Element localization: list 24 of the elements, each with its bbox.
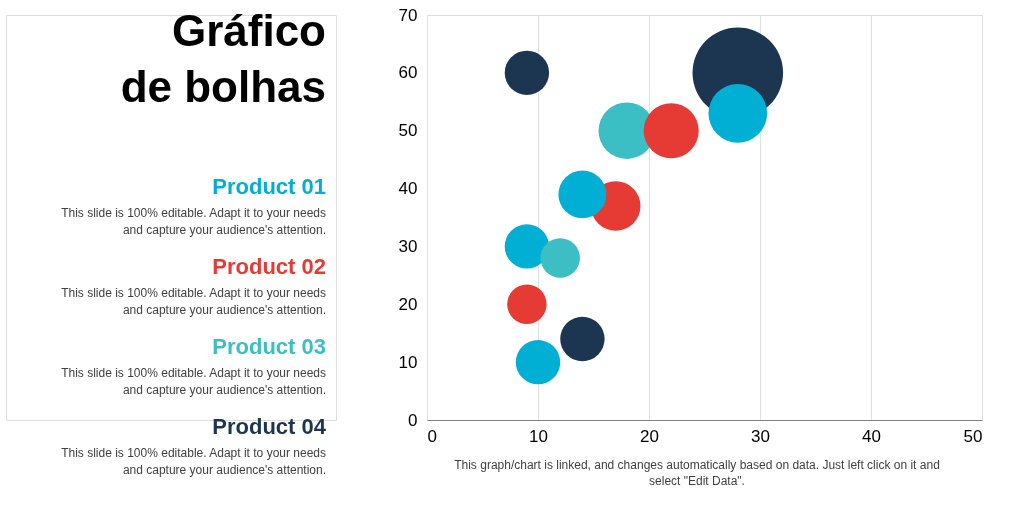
x-tick-label: 40	[862, 426, 881, 446]
text: This slide is 100% editable. Adapt it to your needs and capture your audience's attention.	[61, 446, 326, 477]
x-tick-label: 0	[427, 426, 437, 446]
text: This graph/chart is linked, and changes automatically based on data. Just left click on it and select "Edit Data".	[454, 458, 940, 488]
x-tick-label: 30	[751, 426, 770, 446]
text: Product 04	[212, 414, 327, 439]
y-tick-label: 70	[398, 5, 418, 25]
x-tick-label: 10	[529, 426, 548, 446]
y-tick-label: 60	[398, 63, 418, 83]
text: Product 01	[212, 174, 326, 199]
text: This slide is 100% editable. Adapt it to your needs and capture your audience's attention.	[61, 286, 326, 317]
text: Product 02	[212, 254, 326, 279]
y-tick-label: 40	[398, 179, 418, 199]
y-tick-label: 10	[398, 352, 418, 372]
chart-title: Gráfico de bolhas	[120, 6, 326, 111]
x-tick-label: 20	[640, 426, 659, 446]
x-tick-label: 50	[963, 426, 983, 446]
y-tick-label: 0	[408, 410, 418, 430]
y-tick-label: 20	[398, 294, 418, 314]
y-tick-label: 50	[398, 121, 418, 141]
y-tick-label: 30	[398, 236, 418, 256]
text: Product 03	[212, 334, 326, 359]
text: This slide is 100% editable. Adapt it to your needs and capture your audience's attention.	[61, 366, 326, 397]
text: This slide is 100% editable. Adapt it to your needs and capture your audience's attention.	[61, 206, 326, 237]
